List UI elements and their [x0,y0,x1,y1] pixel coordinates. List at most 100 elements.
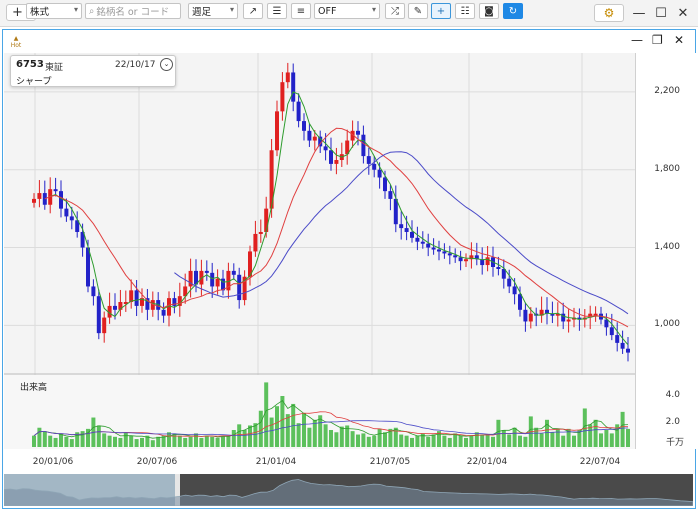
screenshot-button[interactable]: ◙ [479,3,499,19]
candle [161,309,166,316]
range-handle[interactable] [175,474,180,506]
volume-bar [377,428,382,447]
candle [118,302,123,310]
volume-bar [334,432,339,447]
candle [404,228,409,232]
candle [280,82,285,112]
minimize-button[interactable]: — [629,3,649,23]
candle [134,290,139,306]
trendline-tool-button[interactable]: ↗ [243,3,263,19]
candle [140,298,144,306]
panel-restore-button[interactable]: ❐ [652,33,663,47]
shuffle-icon: ⤮ [391,5,399,17]
candle [107,305,112,318]
volume-bar [431,434,436,447]
volume-bar [561,435,566,447]
add-label: + [12,5,23,20]
volume-bar [113,436,117,447]
candle [442,251,447,254]
settings-button[interactable]: ⚙ [594,4,624,22]
candle [437,249,441,252]
restore-icon: ❐ [652,33,663,47]
candle [345,140,350,155]
camera-icon: ◙ [484,5,494,17]
volume-bar [545,419,549,447]
volume-bar [102,433,107,447]
volume-bar [415,435,420,447]
volume-bar [372,435,377,447]
candle [620,342,625,349]
volume-bar [42,431,47,447]
volume-bar [485,434,490,447]
candle [285,72,290,83]
chevron-down-icon[interactable]: ⌄ [160,58,173,71]
volume-bar [339,426,344,447]
hot-label: Hot [10,42,22,49]
chevron-down-icon: ▾ [371,5,376,14]
candle [501,268,506,279]
ma-mid-line [44,127,629,328]
candle [593,313,598,316]
volume-bar [399,434,404,447]
refresh-button[interactable]: ↻ [503,3,523,19]
volume-bar [555,428,560,447]
panel-close-button[interactable]: ✕ [674,33,684,47]
volume-label: 出来高 [20,383,48,393]
sliders-icon: ☷ [460,5,470,17]
candle [269,150,274,209]
period-select[interactable]: 週足 ▾ [188,3,238,19]
close-button[interactable]: ✕ [673,3,693,23]
market-select[interactable]: 株式 ▾ [26,3,82,19]
volume-bar [507,434,512,447]
indicator-select[interactable]: OFF ▾ [314,3,380,19]
compare-button[interactable]: ⤮ [385,3,405,19]
candle [366,156,371,164]
candle [307,130,312,141]
candle [555,313,560,316]
close-icon: ✕ [674,33,685,47]
candle [469,255,474,260]
hot-icon[interactable]: ▲ Hot [10,35,22,49]
volume-bar [609,433,614,447]
volume-bar [123,432,128,447]
search-input[interactable]: ⌕ 銘柄名 or コード [85,3,181,19]
volume-bar [80,431,85,447]
candlestick-chart[interactable] [4,53,635,449]
volume-bar [226,435,231,447]
volume-bar [312,419,317,447]
lines-tool-button[interactable]: ≡ [291,3,311,19]
candle [566,319,571,322]
volume-bar [318,415,323,447]
volume-bar [215,437,220,447]
candle [318,136,323,147]
stock-exchange: 東証 [45,63,64,73]
horizontal-line-tool-button[interactable]: ☰ [267,3,287,19]
time-tick-label: 20/07/06 [136,457,178,467]
crosshair-button[interactable]: + [431,3,451,19]
volume-bar [442,435,447,447]
draw-button[interactable]: ✎ [408,3,428,19]
candle [59,191,63,209]
volume-bar [118,437,123,447]
candle [253,233,258,252]
maximize-icon: ☐ [655,5,667,21]
candle [145,298,150,310]
volume-bar [302,413,306,447]
candle [264,208,269,232]
candle [426,243,431,248]
candle [226,270,231,291]
align-left-icon: ☰ [272,5,282,17]
chevron-down-icon: ▾ [73,5,78,14]
volume-bar [231,430,236,447]
maximize-button[interactable]: ☐ [651,3,671,23]
time-tick-label: 20/01/06 [32,457,74,467]
volume-bar [361,433,366,447]
candle [64,208,69,217]
pencil-icon: ✎ [413,5,423,17]
volume-bar [210,436,215,447]
settings-list-button[interactable]: ☷ [455,3,475,19]
panel-minimize-button[interactable]: — [631,33,643,47]
candle [275,111,279,151]
volume-bar [604,430,609,447]
align-right-icon: ≡ [296,5,306,17]
